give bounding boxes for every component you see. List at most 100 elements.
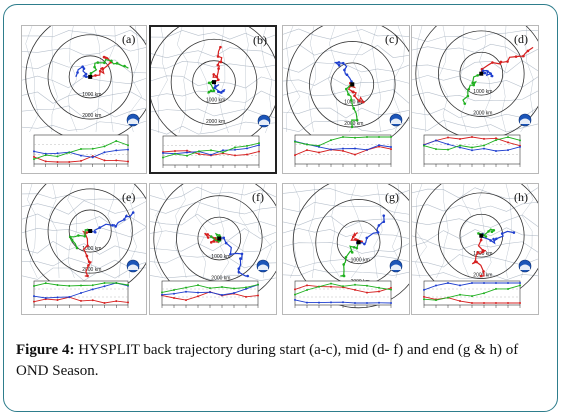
map-line <box>308 184 316 279</box>
trajectory-point <box>341 61 345 65</box>
trajectory-figure: 1000 km 2000 km (c) <box>283 26 409 167</box>
range-ring-1 <box>192 60 236 104</box>
trajectory-point <box>358 99 361 103</box>
ring-label: 2000 km <box>206 119 225 125</box>
caption-label: Figure 4: <box>16 342 75 358</box>
ring-label: 1000 km <box>206 98 225 104</box>
trajectory-point <box>352 235 355 239</box>
trajectory-point <box>215 75 219 79</box>
map-line <box>308 26 316 133</box>
noaa-logo-wave <box>391 118 401 124</box>
range-ring-1 <box>68 55 112 99</box>
map-line <box>157 27 168 134</box>
trajectory-point <box>123 218 126 221</box>
trajectory-point <box>476 74 479 77</box>
map-line <box>328 26 339 133</box>
trajectory-point <box>212 240 216 243</box>
map-line <box>412 30 538 42</box>
map-line <box>412 201 538 212</box>
trajectory-point <box>93 65 96 69</box>
map-line <box>22 91 146 104</box>
trajectory-point <box>68 235 72 239</box>
trajectory-point <box>218 234 221 237</box>
trajectory-figure: 1000 km 2000 km (d) <box>412 26 538 167</box>
map-line <box>412 214 538 228</box>
map-line <box>174 184 187 279</box>
trajectory-point <box>490 74 494 78</box>
trajectory-point <box>482 270 485 273</box>
trajectory-point <box>492 228 496 232</box>
trajectory-point <box>355 118 359 122</box>
trajectory-line <box>333 61 353 85</box>
trajectory-point <box>363 242 366 246</box>
map-line <box>412 227 538 241</box>
ring-label: 1000 km <box>473 251 492 257</box>
trajectory-point <box>239 257 242 260</box>
map-line <box>283 201 409 215</box>
profile-line <box>33 149 129 158</box>
trajectory-figure: 1000 km 2000 km (a) <box>22 26 146 167</box>
panel-e: 1000 km 2000 km (e) <box>21 183 147 315</box>
range-ring-1 <box>336 220 381 265</box>
trajectory-figure: 1000 km 2000 km (f) <box>150 184 276 308</box>
trajectory-point <box>86 228 89 232</box>
trajectory-point <box>475 260 478 264</box>
trajectory-line <box>212 46 223 83</box>
trajectory-point <box>82 67 86 70</box>
range-ring-1 <box>68 209 112 253</box>
trajectory-point <box>206 236 210 239</box>
map-line <box>22 241 146 255</box>
panel-a: 1000 km 2000 km (a) <box>21 25 147 174</box>
trajectory-point <box>355 246 359 250</box>
range-ring-2 <box>47 34 133 120</box>
trajectory-point <box>489 239 492 242</box>
panel-label: (a) <box>122 32 135 46</box>
profile-line <box>161 284 259 296</box>
trajectory-point <box>94 74 97 77</box>
trajectory-point <box>350 125 354 129</box>
map-line <box>412 43 538 58</box>
map-line <box>107 184 121 279</box>
map-line <box>283 89 409 104</box>
source-marker <box>217 236 222 241</box>
map-line <box>151 90 275 103</box>
map-line <box>260 27 273 134</box>
trajectory-point <box>353 94 356 98</box>
ring-label: 2000 km <box>344 121 363 127</box>
trajectory-point <box>343 68 346 72</box>
trajectory-point <box>479 238 483 242</box>
trajectory-point <box>342 274 346 278</box>
trajectory-point <box>84 75 88 78</box>
map-line <box>373 184 383 279</box>
trajectory-point <box>477 232 480 235</box>
profile-line <box>162 142 260 158</box>
trajectory-point <box>131 211 135 214</box>
map-line <box>218 27 229 134</box>
map-line <box>412 60 538 74</box>
figure-caption: Figure 4: HYSPLIT back trajectory during… <box>16 340 544 382</box>
range-ring-1 <box>459 51 504 96</box>
source-marker <box>479 233 484 238</box>
profile-point <box>423 298 425 301</box>
trajectory-point <box>512 231 516 234</box>
trajectory-point <box>489 72 492 75</box>
trajectory-point <box>240 252 244 256</box>
trajectory-point <box>471 81 474 85</box>
noaa-logo-wave <box>391 264 401 270</box>
profile-line <box>294 146 392 156</box>
trajectory-point <box>362 100 365 104</box>
map-line <box>22 105 146 119</box>
panel-label: (e) <box>122 190 135 204</box>
map-line <box>150 240 276 253</box>
source-marker <box>356 240 361 245</box>
map-line <box>436 184 449 279</box>
trajectory-point <box>506 60 509 63</box>
trajectory-point <box>220 91 223 94</box>
trajectory-point <box>345 73 349 77</box>
trajectory-point <box>526 49 530 53</box>
map-line <box>51 26 58 133</box>
trajectory-point <box>486 70 490 73</box>
trajectory-point <box>75 246 79 250</box>
profile-line <box>161 284 259 293</box>
map-line <box>329 184 341 279</box>
